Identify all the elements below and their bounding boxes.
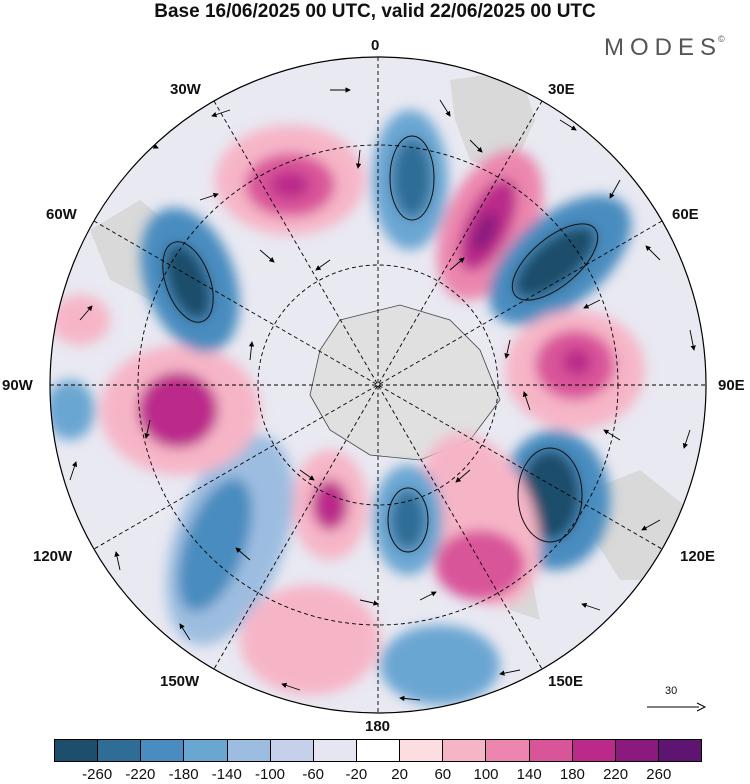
- lon-label-0: 0: [371, 37, 380, 54]
- colorbar-swatch: [227, 740, 271, 761]
- colorbar-swatch: [270, 740, 314, 761]
- colorbar-tick-label: 140: [516, 766, 542, 783]
- lon-label-60w: 60W: [46, 206, 77, 223]
- colorbar-tick-label: -60: [302, 766, 325, 783]
- vector-scale-label: 30: [665, 685, 678, 697]
- anomaly-field: [50, 110, 645, 705]
- colorbar-tick-label: 60: [434, 766, 452, 783]
- lon-label-150w: 150W: [160, 673, 200, 690]
- colorbar-tick-label: -260: [82, 766, 113, 783]
- colorbar-swatch: [141, 740, 185, 761]
- colorbar-swatch: [529, 740, 573, 761]
- vector-scale-arrow: [647, 702, 707, 712]
- colorbar-tick-labels: -260 -220 -180 -140 -100 -60 -20 20 60 100 140 180 2…: [0, 766, 750, 784]
- polar-map: [49, 56, 707, 714]
- colorbar-swatch: [356, 740, 401, 761]
- colorbar-swatch: [98, 740, 142, 761]
- colorbar-tick-label: 180: [559, 766, 585, 783]
- colorbar-swatch: [184, 740, 228, 761]
- colorbar-swatch: [443, 740, 487, 761]
- map-title: Base 16/06/2025 00 UTC, valid 22/06/2025…: [154, 1, 596, 22]
- map-boundary: [49, 56, 707, 714]
- colorbar-tick-label: 100: [473, 766, 499, 783]
- wind-vectors: [69, 87, 696, 702]
- lon-label-30w: 30W: [170, 81, 201, 98]
- modes-logo: MODES©: [604, 34, 725, 61]
- colorbar-tick-label: 20: [391, 766, 408, 783]
- colorbar-tick-label: -100: [254, 766, 286, 783]
- lon-label-120w: 120W: [33, 548, 73, 565]
- colorbar-tick-label: -20: [345, 766, 368, 783]
- colorbar-swatch: [572, 740, 616, 761]
- colorbar-swatch: [615, 740, 659, 761]
- colorbar-tick-label: -180: [168, 766, 199, 783]
- lon-label-30e: 30E: [548, 81, 575, 98]
- colorbar-tick-label: -220: [125, 766, 156, 783]
- colorbar-tick-label: 220: [603, 766, 629, 783]
- africa-land: [450, 70, 535, 175]
- lon-label-60e: 60E: [672, 206, 699, 223]
- colorbar-swatch: [400, 740, 444, 761]
- contour-lines: [162, 135, 599, 553]
- colorbar-swatch: [55, 740, 99, 761]
- lon-label-90w: 90W: [2, 377, 33, 394]
- lon-label-150e: 150E: [548, 673, 584, 690]
- colorbar-swatch: [486, 740, 530, 761]
- lon-label-120e: 120E: [680, 548, 716, 565]
- colorbar-tick-label: -140: [211, 766, 242, 783]
- colorbar-swatch: [658, 740, 702, 761]
- lon-label-90e: 90E: [718, 377, 745, 394]
- colorbar: [54, 739, 702, 762]
- colorbar-swatch: [313, 740, 357, 761]
- lon-label-180: 180: [365, 718, 391, 735]
- colorbar-tick-label: 260: [646, 766, 672, 783]
